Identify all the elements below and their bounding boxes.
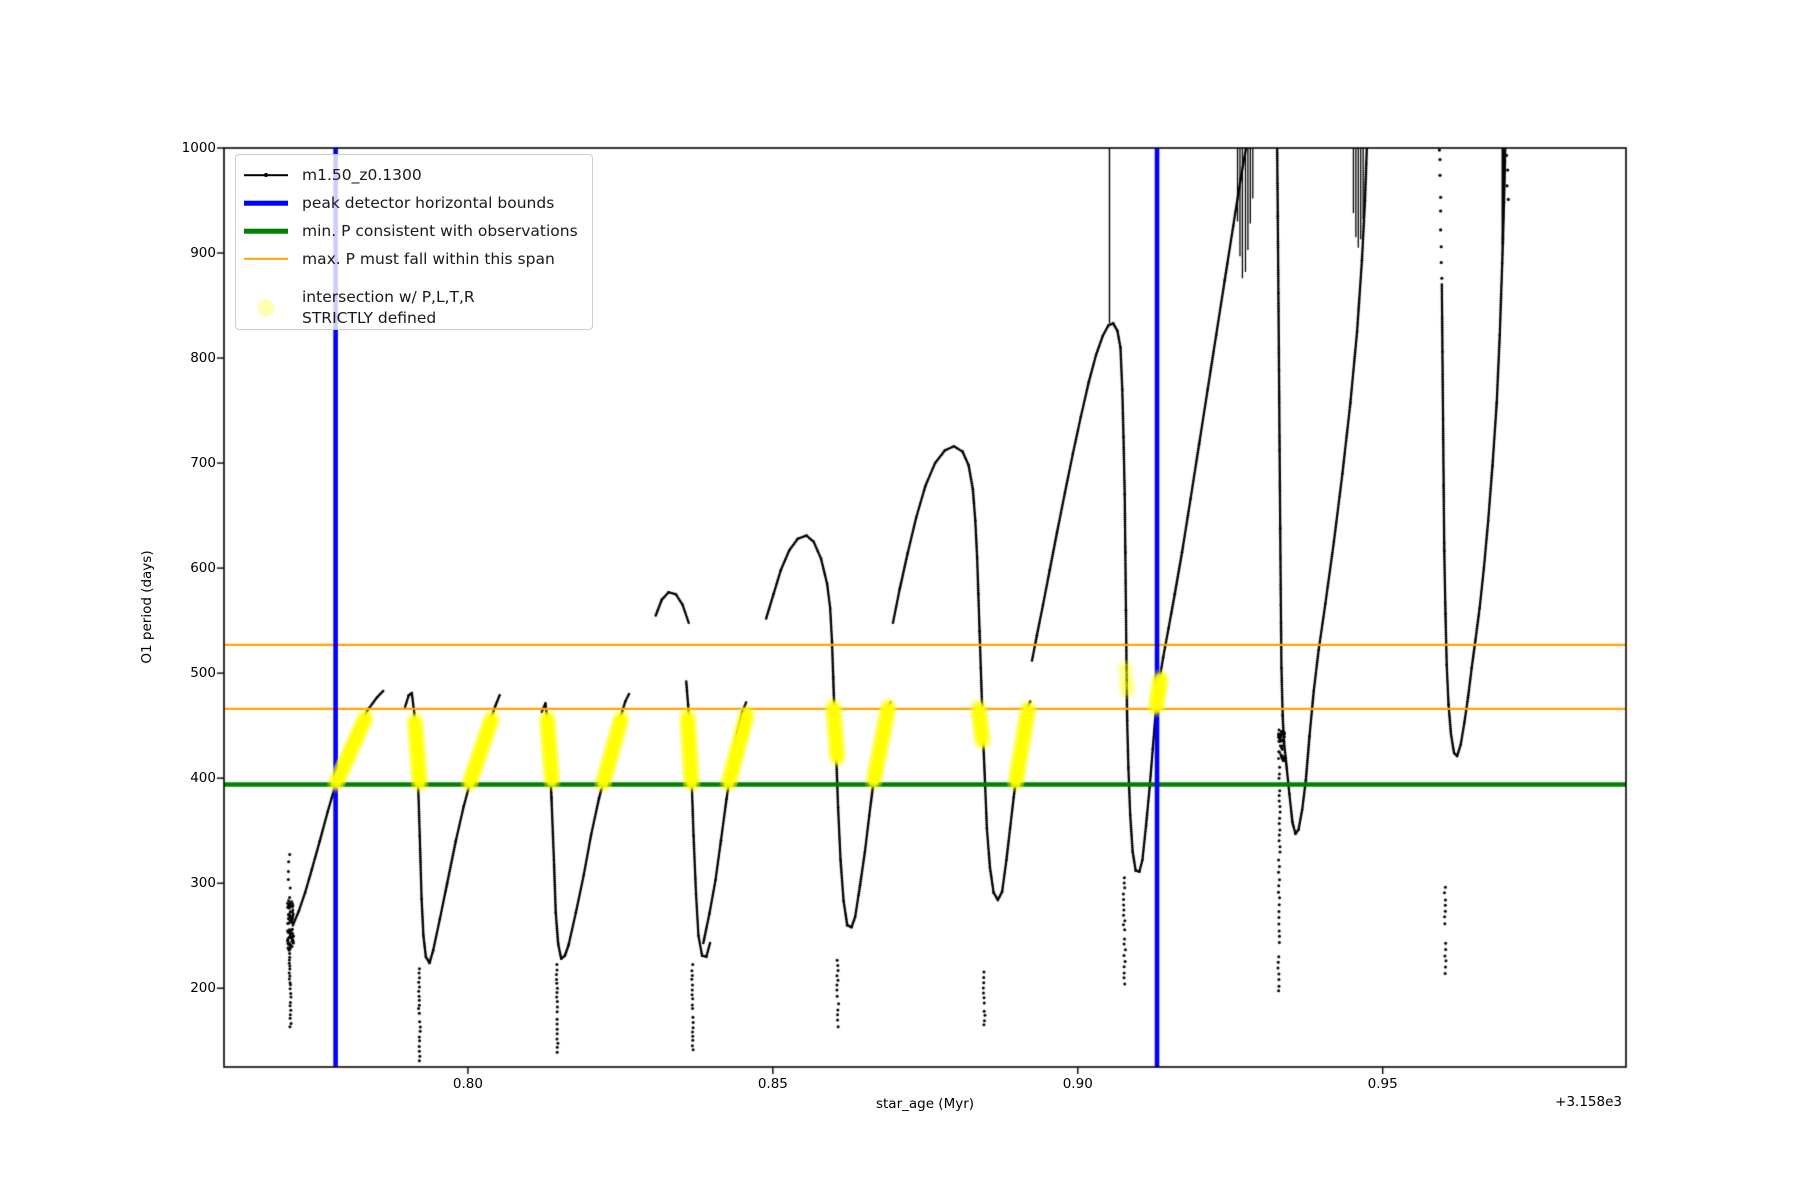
y-tick-label: 800 bbox=[190, 350, 216, 367]
legend-label-peak-bounds: peak detector horizontal bounds bbox=[302, 193, 555, 212]
x-tick-label: 0.90 bbox=[1062, 1076, 1093, 1092]
legend-label-min-p: min. P consistent with observations bbox=[302, 221, 578, 240]
legend-entry-min-p: min. P consistent with observations bbox=[244, 220, 578, 242]
legend-entry-intersection: intersection w/ P,L,T,R STRICTLY defined bbox=[244, 286, 475, 330]
y-tick-label: 900 bbox=[190, 245, 216, 262]
legend-entry-peak-bounds: peak detector horizontal bounds bbox=[244, 192, 554, 214]
y-tick-label: 400 bbox=[190, 770, 216, 787]
legend-label-max-p: max. P must fall within this span bbox=[302, 249, 555, 268]
legend-label-series: m1.50_z0.1300 bbox=[302, 165, 422, 184]
x-tick-label: 0.80 bbox=[452, 1076, 483, 1092]
orange-line-icon bbox=[244, 249, 288, 269]
legend-label-intersection: intersection w/ P,L,T,R STRICTLY defined bbox=[302, 288, 475, 327]
y-tick-label: 500 bbox=[190, 665, 216, 682]
legend: m1.50_z0.1300 peak detector horizontal b… bbox=[235, 154, 593, 330]
blue-line-icon bbox=[244, 193, 288, 213]
x-tick-label: 0.95 bbox=[1367, 1076, 1398, 1092]
y-tick-label: 200 bbox=[190, 980, 216, 997]
legend-entry-series: m1.50_z0.1300 bbox=[244, 164, 422, 186]
series-line-icon bbox=[244, 165, 288, 185]
y-axis-label: O1 period (days) bbox=[139, 550, 155, 664]
y-tick-label: 1000 bbox=[181, 140, 216, 156]
x-axis-offset-label: +3.158e3 bbox=[1555, 1094, 1622, 1110]
green-line-icon bbox=[244, 221, 288, 241]
x-axis-label: star_age (Myr) bbox=[875, 1096, 975, 1112]
x-tick-label: 0.85 bbox=[757, 1076, 788, 1092]
y-tick-label: 700 bbox=[190, 455, 216, 472]
legend-entry-max-p: max. P must fall within this span bbox=[244, 248, 555, 270]
y-tick-label: 300 bbox=[190, 875, 216, 892]
yellow-circle-icon bbox=[244, 298, 288, 318]
y-tick-label: 600 bbox=[190, 560, 216, 577]
